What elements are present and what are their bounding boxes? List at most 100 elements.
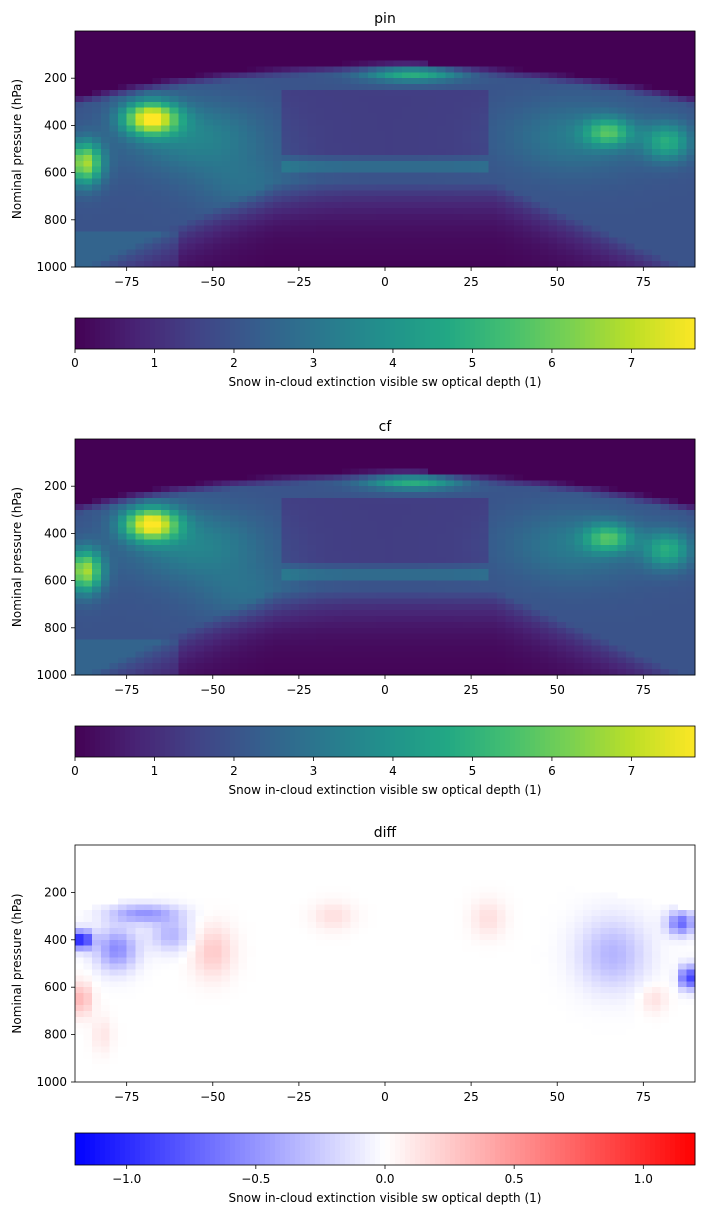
- heatmap-cell: [204, 515, 214, 523]
- heatmap-cell: [522, 125, 532, 132]
- colorbar-segment: [530, 318, 536, 349]
- heatmap-cell: [161, 545, 171, 552]
- heatmap-cell: [548, 557, 558, 564]
- heatmap-cell: [264, 107, 274, 115]
- heatmap-cell: [488, 101, 498, 109]
- heatmap-cell: [290, 208, 300, 215]
- heatmap-cell: [186, 54, 197, 62]
- heatmap-cell: [161, 36, 171, 44]
- heatmap-cell: [471, 166, 481, 174]
- heatmap-cell: [238, 119, 248, 126]
- heatmap-cell: [591, 208, 601, 215]
- heatmap-cell: [152, 113, 162, 121]
- heatmap-cell: [471, 101, 481, 109]
- heatmap-cell: [212, 462, 222, 470]
- heatmap-cell: [471, 439, 481, 446]
- heatmap-cell: [255, 137, 266, 144]
- heatmap-cell: [557, 456, 567, 464]
- heatmap-cell: [514, 545, 524, 552]
- heatmap-cell: [135, 580, 145, 588]
- heatmap-cell: [479, 90, 489, 97]
- heatmap-cell: [686, 154, 696, 162]
- heatmap-cell: [367, 202, 377, 209]
- heatmap-cell: [178, 178, 188, 185]
- heatmap-cell: [307, 48, 317, 56]
- heatmap-cell: [410, 219, 421, 227]
- heatmap-cell: [212, 95, 222, 103]
- heatmap-cell: [359, 149, 369, 156]
- heatmap-cell: [531, 492, 541, 499]
- heatmap-cell: [92, 178, 102, 185]
- heatmap-cell: [436, 154, 446, 162]
- heatmap-cell: [591, 498, 601, 505]
- heatmap-cell: [677, 119, 687, 126]
- heatmap-cell: [273, 36, 283, 44]
- heatmap-cell: [212, 551, 222, 558]
- heatmap-cell: [290, 557, 300, 564]
- heatmap-cell: [238, 36, 248, 44]
- heatmap-cell: [230, 166, 240, 174]
- heatmap-cell: [143, 196, 154, 203]
- heatmap-cell: [92, 255, 102, 262]
- heatmap-cell: [324, 574, 334, 582]
- heatmap-cell: [324, 72, 334, 79]
- heatmap-cell: [178, 474, 188, 481]
- heatmap-cell: [479, 225, 489, 233]
- heatmap-cell: [324, 196, 334, 203]
- heatmap-cell: [574, 54, 584, 62]
- heatmap-cell: [247, 107, 257, 115]
- heatmap-cell: [230, 54, 240, 62]
- heatmap-cell: [505, 107, 515, 115]
- heatmap-cell: [195, 208, 205, 215]
- heatmap-cell: [651, 521, 662, 529]
- heatmap-cell: [273, 503, 283, 511]
- heatmap-cell: [557, 213, 567, 221]
- heatmap-cell: [359, 557, 369, 564]
- y-tick-label: 600: [44, 166, 67, 180]
- heatmap-cell: [677, 36, 687, 44]
- heatmap-cell: [505, 450, 515, 458]
- heatmap-cell: [677, 107, 687, 115]
- heatmap-cell: [608, 125, 619, 132]
- heatmap-cell: [350, 592, 360, 599]
- heatmap-cell: [83, 492, 93, 499]
- colorbar-segment: [230, 318, 236, 349]
- heatmap-cell: [264, 119, 274, 126]
- heatmap-cell: [100, 213, 111, 221]
- heatmap-cell: [591, 119, 601, 126]
- heatmap-cell: [126, 462, 136, 470]
- heatmap-cell: [574, 539, 584, 546]
- heatmap-cell: [531, 78, 541, 85]
- heatmap-cell: [617, 439, 627, 446]
- heatmap-cell: [359, 533, 369, 540]
- heatmap-cell: [453, 592, 464, 599]
- heatmap-cell: [324, 178, 334, 185]
- heatmap-cell: [100, 84, 111, 91]
- heatmap-cell: [583, 527, 593, 534]
- y-tick-label: 1000: [36, 260, 67, 274]
- heatmap-cell: [428, 78, 438, 85]
- heatmap-cell: [186, 551, 197, 558]
- heatmap-cell: [333, 562, 343, 570]
- heatmap-cell: [273, 119, 283, 126]
- heatmap-cell: [152, 551, 162, 558]
- heatmap-cell: [583, 219, 593, 227]
- heatmap-cell: [376, 456, 386, 464]
- heatmap-cell: [471, 492, 481, 499]
- heatmap-cell: [488, 137, 498, 144]
- heatmap-cell: [161, 515, 171, 523]
- heatmap-cell: [393, 509, 403, 517]
- heatmap-cell: [557, 444, 567, 452]
- heatmap-cell: [195, 237, 205, 244]
- heatmap-cell: [505, 202, 515, 209]
- heatmap-cell: [488, 456, 498, 464]
- heatmap-cell: [75, 551, 85, 558]
- heatmap-cell: [238, 95, 248, 103]
- heatmap-cell: [212, 78, 222, 85]
- heatmap-cell: [617, 568, 627, 576]
- heatmap-cell: [471, 444, 481, 452]
- heatmap-cell: [410, 90, 421, 97]
- heatmap-cell: [109, 48, 119, 56]
- heatmap-cell: [600, 586, 610, 593]
- heatmap-cell: [135, 231, 145, 239]
